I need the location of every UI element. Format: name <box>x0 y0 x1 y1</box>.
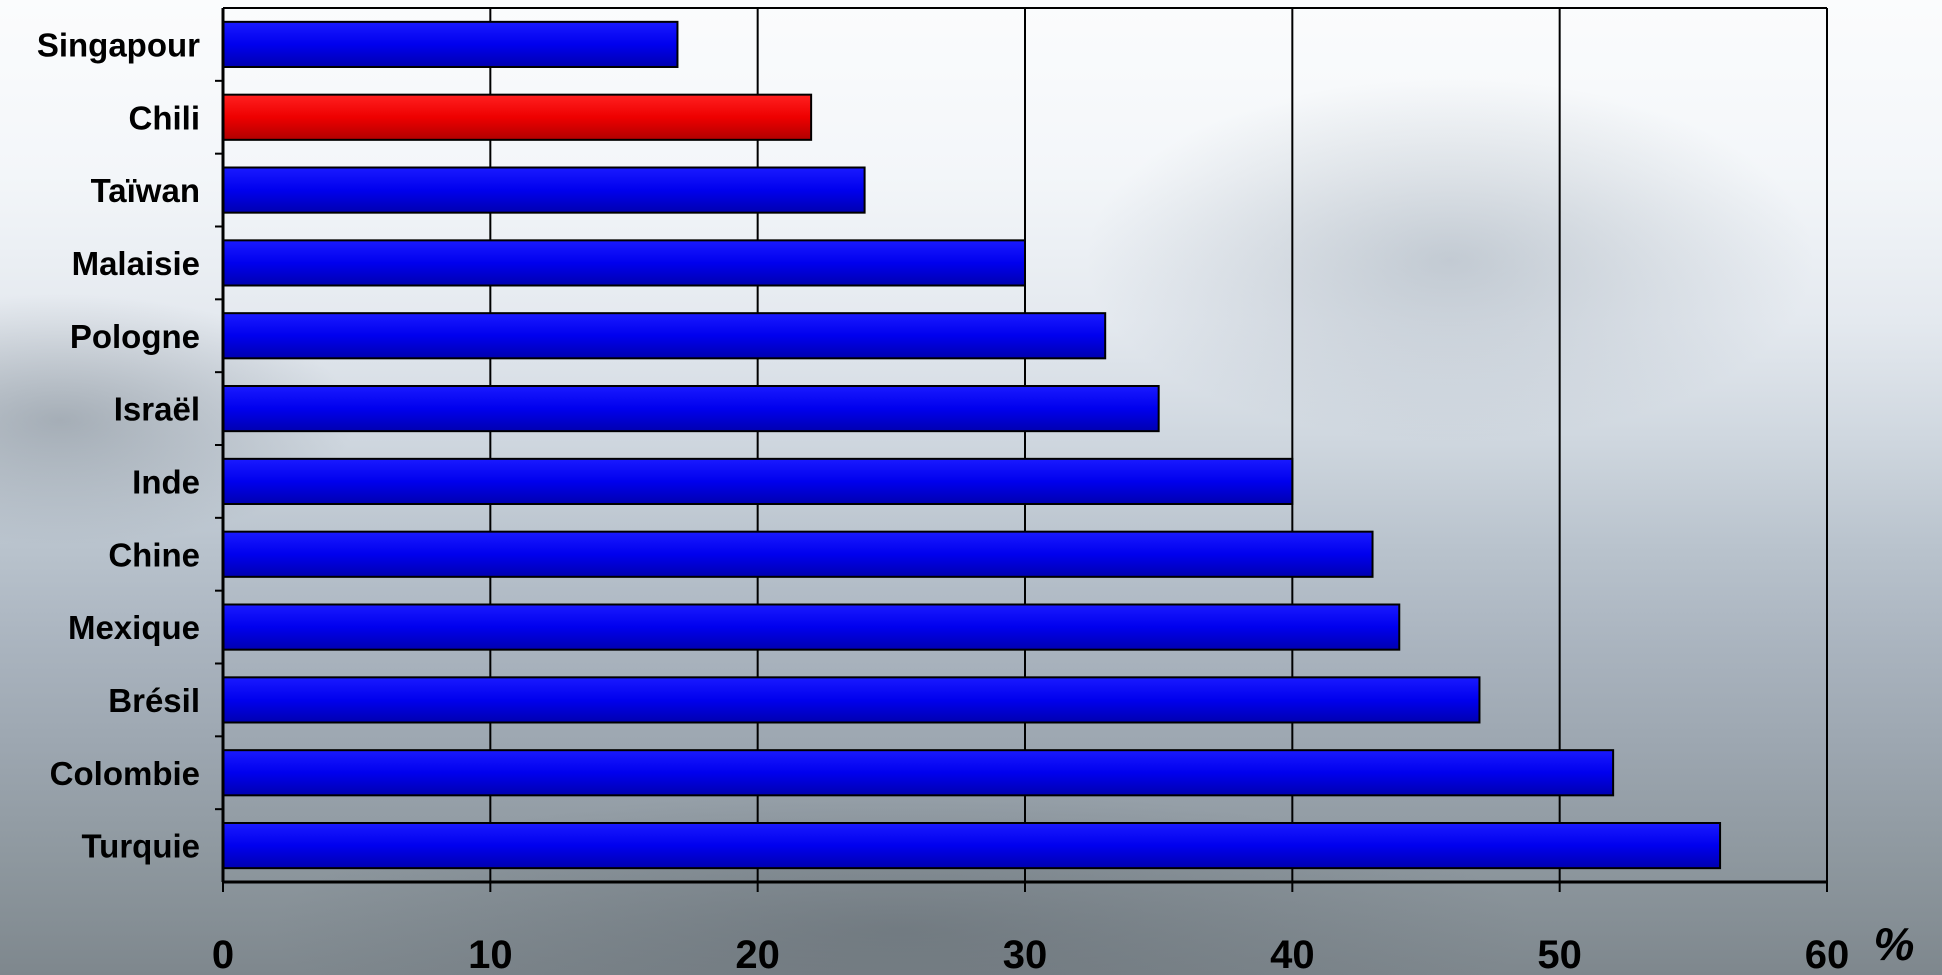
x-tick-label-50: 50 <box>1537 933 1582 975</box>
category-label-israel: Israël <box>114 391 200 428</box>
x-tick-label-20: 20 <box>735 933 780 975</box>
bar-pologne <box>222 312 1107 360</box>
bar-singapour <box>222 20 679 68</box>
bar-chili <box>222 93 813 141</box>
category-label-pologne: Pologne <box>70 318 200 355</box>
bar-taiwan <box>222 166 866 214</box>
category-label-colombie: Colombie <box>50 755 200 792</box>
bar-bresil <box>222 676 1481 724</box>
bar-mexique <box>222 603 1401 651</box>
x-tick-label-0: 0 <box>212 933 234 975</box>
category-labels: Singapour Chili Taïwan Malaisie Pologne Israë… <box>37 26 200 864</box>
category-label-singapour: Singapour <box>37 26 200 63</box>
x-tick-label-30: 30 <box>1003 933 1048 975</box>
category-label-bresil: Brésil <box>108 682 200 719</box>
bar-israel <box>222 385 1160 433</box>
category-label-chine: Chine <box>108 536 200 573</box>
bar-malaisie <box>222 239 1026 287</box>
category-label-mexique: Mexique <box>68 609 200 646</box>
bar-colombie <box>222 749 1615 797</box>
bars <box>222 20 1722 870</box>
bar-inde <box>222 457 1294 505</box>
x-tick-label-60: 60 <box>1805 933 1850 975</box>
x-tick-label-10: 10 <box>468 933 513 975</box>
category-label-malaisie: Malaisie <box>72 245 200 282</box>
category-label-inde: Inde <box>132 463 200 500</box>
category-label-taiwan: Taïwan <box>91 172 200 209</box>
tick-labels: 0 10 20 30 40 50 60% <box>212 918 1915 975</box>
bar-turquie <box>222 822 1722 870</box>
x-tick-label-40: 40 <box>1270 933 1315 975</box>
x-unit-label: % <box>1874 918 1915 970</box>
category-label-chili: Chili <box>129 99 201 136</box>
grid-lines <box>223 7 1828 882</box>
axes <box>215 8 1828 892</box>
bar-chine <box>222 530 1374 578</box>
category-label-turquie: Turquie <box>81 828 200 865</box>
